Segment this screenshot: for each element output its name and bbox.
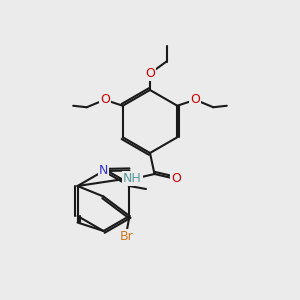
Text: N: N — [99, 164, 108, 178]
Text: O: O — [100, 93, 110, 106]
Text: NH: NH — [123, 172, 142, 185]
Text: O: O — [172, 172, 181, 185]
Text: Br: Br — [120, 230, 134, 244]
Text: O: O — [145, 67, 155, 80]
Text: O: O — [190, 93, 200, 106]
